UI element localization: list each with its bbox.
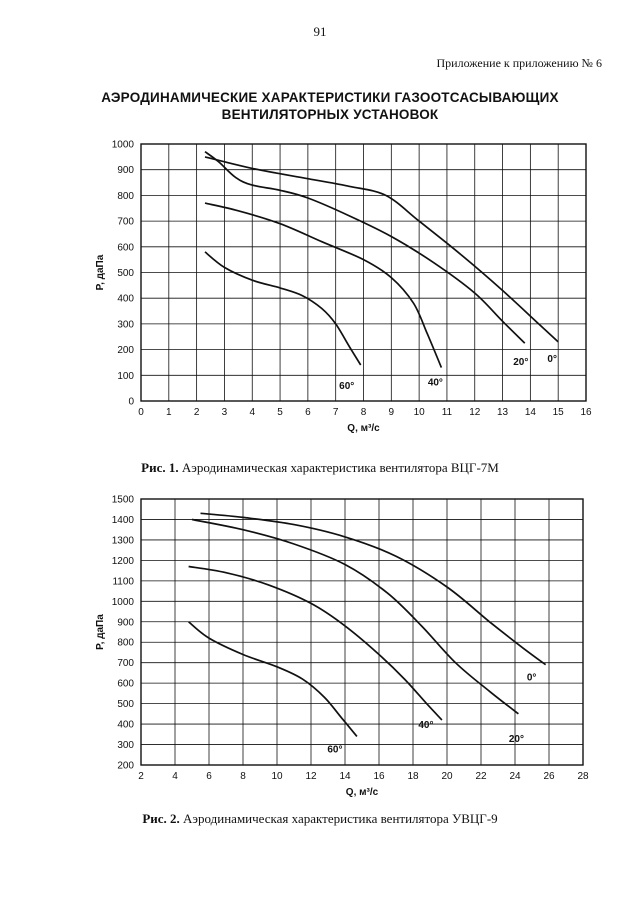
figure-2-caption: Рис. 2. Аэродинамическая характеристика … [0, 811, 640, 827]
y-tick-label: 200 [117, 345, 134, 356]
x-tick-label: 8 [361, 407, 367, 418]
y-tick-label: 400 [117, 720, 134, 731]
y-tick-label: 600 [117, 242, 134, 253]
series-label-0: 0° [527, 673, 537, 684]
series-line-2 [204, 202, 443, 368]
chart-uvcg-9: 2 4 6 8 10 12 14 16 18 20 22 24 26 282003004005006007… [95, 495, 589, 799]
x-axis-title: Q, м³/с [347, 423, 380, 434]
y-tick-label: 1100 [112, 576, 134, 587]
y-tick-label: 1000 [112, 140, 135, 151]
y-tick-label: 500 [117, 699, 134, 710]
y-axis-title: P, даПа [95, 614, 106, 650]
series-label-2: 40° [428, 378, 443, 389]
appendix-caption: Приложение к приложению № 6 [436, 56, 603, 70]
x-tick-label: 24 [509, 771, 521, 782]
y-tick-label: 1300 [112, 535, 135, 546]
x-tick-label: 16 [580, 407, 592, 418]
figure-1-number: Рис. 1. [141, 460, 179, 475]
x-tick-label: 3 [222, 407, 228, 418]
chart-vcg-7m: 0 1 2 3 4 5 6 7 8 9 10 11 12 13 14 15 160100200300400500… [95, 140, 592, 435]
x-tick-label: 0 [138, 407, 144, 418]
page-title: АЭРОДИНАМИЧЕСКИЕ ХАРАКТЕРИСТИКИ ГАЗООТСА… [60, 89, 600, 123]
series-label-1: 20° [513, 357, 528, 368]
x-tick-label: 2 [194, 407, 200, 418]
series-line-1 [204, 151, 526, 344]
x-axis-title: Q, м³/с [346, 787, 379, 798]
series-label-0: 0° [547, 354, 557, 365]
x-tick-label: 26 [543, 771, 555, 782]
y-tick-label: 400 [117, 294, 134, 305]
x-tick-label: 10 [271, 771, 283, 782]
x-tick-label: 4 [249, 407, 255, 418]
y-tick-label: 1400 [112, 515, 135, 526]
x-tick-label: 6 [305, 407, 311, 418]
y-tick-label: 100 [117, 371, 134, 382]
x-tick-label: 8 [240, 771, 246, 782]
title-line-1: АЭРОДИНАМИЧЕСКИЕ ХАРАКТЕРИСТИКИ ГАЗООТСА… [101, 90, 559, 105]
figure-2-text: Аэродинамическая характеристика вентилят… [183, 811, 498, 826]
x-tick-label: 2 [138, 771, 144, 782]
x-tick-label: 4 [172, 771, 178, 782]
y-tick-label: 900 [117, 617, 134, 628]
x-tick-label: 6 [206, 771, 212, 782]
y-tick-label: 700 [117, 658, 134, 669]
y-tick-label: 1200 [112, 556, 135, 567]
title-line-2: ВЕНТИЛЯТОРНЫХ УСТАНОВОК [221, 107, 439, 122]
y-tick-label: 600 [117, 679, 134, 690]
series-label-1: 20° [509, 734, 524, 745]
x-tick-label: 14 [525, 407, 537, 418]
x-tick-label: 28 [577, 771, 589, 782]
plot-frame [140, 498, 584, 766]
x-tick-label: 1 [166, 407, 172, 418]
x-tick-label: 5 [277, 407, 283, 418]
y-tick-label: 1000 [112, 597, 135, 608]
y-tick-label: 0 [128, 397, 134, 408]
y-tick-label: 300 [117, 319, 134, 330]
y-tick-label: 200 [117, 761, 134, 772]
x-tick-label: 13 [497, 407, 509, 418]
x-tick-label: 20 [441, 771, 453, 782]
figure-1-caption: Рис. 1. Аэродинамическая характеристика … [0, 460, 640, 476]
series-line-0 [200, 512, 547, 666]
y-tick-label: 900 [117, 165, 134, 176]
y-axis-title: P, даПа [95, 254, 106, 290]
figure-2-number: Рис. 2. [142, 811, 180, 826]
series-label-3: 60° [339, 381, 354, 392]
x-tick-label: 14 [339, 771, 351, 782]
x-tick-label: 18 [407, 771, 419, 782]
page-number: 91 [313, 24, 327, 39]
y-tick-label: 700 [117, 217, 134, 228]
series-label-3: 60° [327, 744, 342, 755]
series-line-2 [188, 565, 443, 721]
x-tick-label: 9 [389, 407, 395, 418]
y-tick-label: 500 [117, 268, 134, 279]
series-line-3 [188, 621, 358, 737]
figure-1-text: Аэродинамическая характеристика вентилят… [181, 460, 499, 475]
plot-frame [140, 143, 587, 402]
y-tick-label: 800 [117, 191, 134, 202]
x-tick-label: 12 [469, 407, 481, 418]
x-tick-label: 11 [442, 407, 453, 418]
series-line-0 [204, 156, 559, 343]
series-label-2: 40° [418, 720, 433, 731]
x-tick-label: 15 [553, 407, 565, 418]
y-tick-label: 300 [117, 740, 134, 751]
series-line-3 [204, 251, 362, 366]
x-tick-label: 7 [333, 407, 339, 418]
y-tick-label: 1500 [112, 495, 135, 506]
x-tick-label: 16 [373, 771, 385, 782]
x-tick-label: 22 [475, 771, 487, 782]
y-tick-label: 800 [117, 638, 134, 649]
series-line-1 [191, 518, 519, 715]
x-tick-label: 12 [305, 771, 317, 782]
x-tick-label: 10 [414, 407, 426, 418]
